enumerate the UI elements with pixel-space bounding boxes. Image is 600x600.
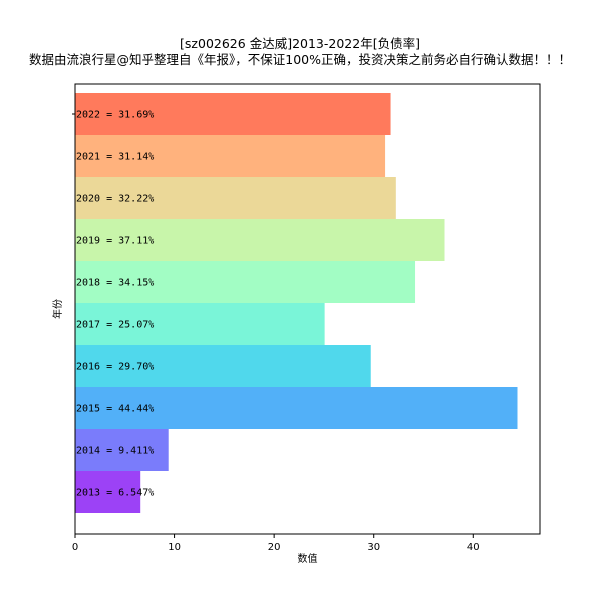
bar-2013 <box>75 471 141 513</box>
x-tick-label: 40 <box>467 542 480 553</box>
bar-2022 <box>75 93 391 135</box>
bar-2014 <box>75 429 169 471</box>
bar-2017 <box>75 303 325 345</box>
bar-2018 <box>75 261 416 303</box>
chart-subtitle: 数据由流浪行星@知乎整理自《年报》，不保证100%正确，投资决策之前务必自行确认… <box>29 52 571 67</box>
bar-2016 <box>75 345 371 387</box>
x-axis-label: 数值 <box>298 552 318 565</box>
x-tick-label: 30 <box>367 542 380 553</box>
x-ticks: 0 10 20 30 40 <box>72 534 480 553</box>
chart-title: [sz002626 金达威]2013-2022年[负债率] <box>180 36 420 51</box>
bar-label-2022: 2022 = 31.69% <box>76 110 154 121</box>
bar-label-2018: 2018 = 34.15% <box>76 278 154 289</box>
bar-label-2020: 2020 = 32.22% <box>76 194 154 205</box>
y-axis-label: 年份 <box>51 299 64 319</box>
bar-2015 <box>75 387 518 429</box>
bar-2020 <box>75 177 396 219</box>
bar-label-2013: 2013 = 6.547% <box>76 488 154 499</box>
bar-2021 <box>75 135 386 177</box>
x-tick-label: 20 <box>268 542 281 553</box>
bar-label-2015: 2015 = 44.44% <box>76 404 154 415</box>
bar-2019 <box>75 219 445 261</box>
bar-label-2014: 2014 = 9.411% <box>76 446 154 457</box>
bar-label-2017: 2017 = 25.07% <box>76 320 154 331</box>
bar-label-2019: 2019 = 37.11% <box>76 236 154 247</box>
chart-title-block: [sz002626 金达威]2013-2022年[负债率] 数据由流浪行星@知乎… <box>0 36 600 68</box>
bars-layer: 2022 = 31.69% 2021 = 31.14% 2020 = 32.22% 2… <box>72 93 518 513</box>
plot-frame <box>74 83 541 535</box>
bar-label-2016: 2016 = 29.70% <box>76 362 154 373</box>
x-tick-label: 0 <box>72 542 78 553</box>
x-tick-label: 10 <box>168 542 181 553</box>
bar-label-2021: 2021 = 31.14% <box>76 152 154 163</box>
